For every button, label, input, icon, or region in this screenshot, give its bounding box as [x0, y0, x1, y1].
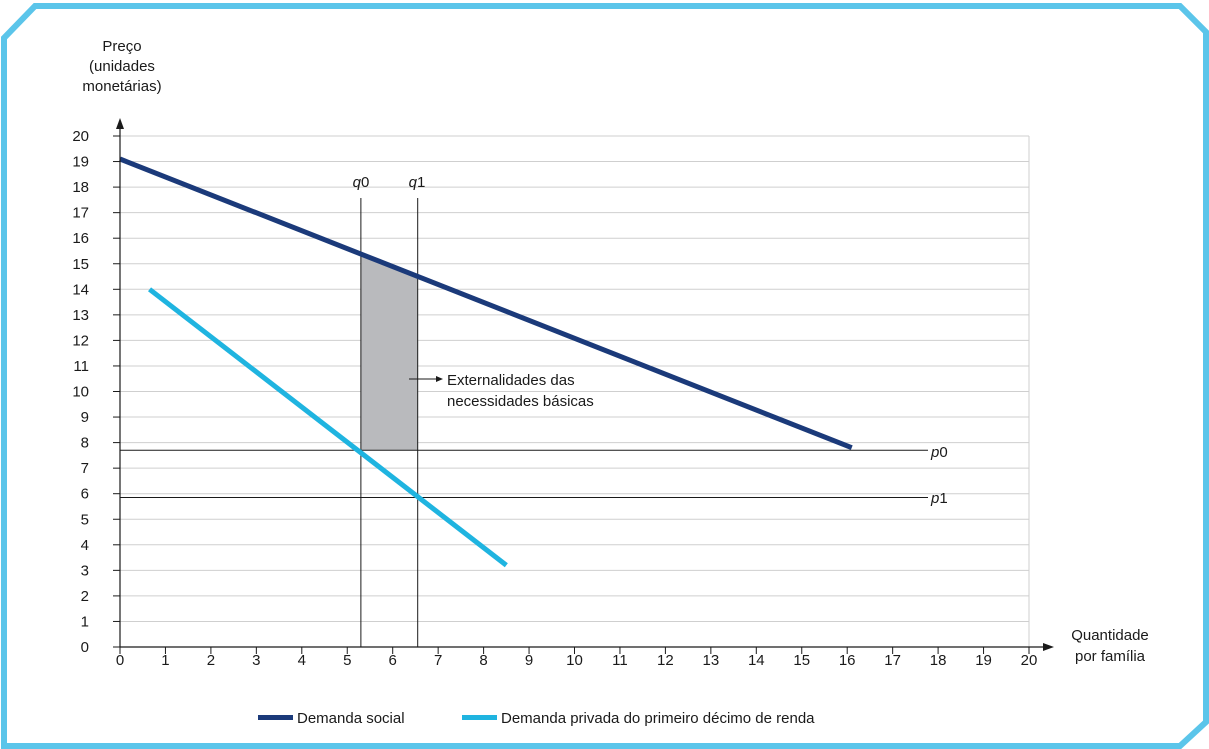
p0-label: p0: [930, 444, 948, 461]
x-tick-label-18: 18: [930, 652, 947, 669]
legend-label-demanda-social: Demanda social: [297, 710, 405, 727]
p1-label: p1: [930, 490, 948, 507]
x-tick-label-3: 3: [252, 652, 260, 669]
series-line-1: [148, 287, 508, 568]
y-tick-label-10: 10: [72, 384, 89, 401]
x-tick-label-4: 4: [298, 652, 306, 669]
legend-swatch-demanda-social: [258, 715, 293, 720]
shaded-area-externalities: [360, 254, 418, 451]
y-axis-label-line-2: (unidades: [89, 58, 155, 75]
annotation-arrow-head: [436, 376, 443, 382]
gridlines: [120, 135, 1030, 647]
y-tick-label-18: 18: [72, 179, 89, 196]
x-tick-label-17: 17: [884, 652, 901, 669]
legend-swatch-demanda-privada: [462, 715, 497, 720]
y-tick-label-4: 4: [81, 537, 89, 554]
y-tick-label-20: 20: [72, 128, 89, 145]
series-line-0: [119, 156, 853, 451]
legend: Demanda social Demanda privada do primei…: [258, 710, 815, 727]
shaded-area-layer: [360, 254, 418, 451]
x-axis-label-line-2: por família: [1075, 648, 1146, 665]
annotation-line-1: Externalidades das: [447, 372, 575, 389]
y-tick-label-12: 12: [72, 332, 89, 349]
y-tick-label-17: 17: [72, 205, 89, 222]
x-tick-label-7: 7: [434, 652, 442, 669]
y-tick-label-14: 14: [72, 281, 89, 298]
y-tick-label-0: 0: [81, 639, 89, 656]
legend-label-demanda-privada: Demanda privada do primeiro décimo de re…: [501, 710, 815, 727]
x-tick-label-1: 1: [161, 652, 169, 669]
y-tick-label-11: 11: [73, 358, 89, 375]
chart-frame: [1, 3, 1209, 749]
x-tick-label-12: 12: [657, 652, 674, 669]
x-tick-label-8: 8: [479, 652, 487, 669]
x-tick-label-6: 6: [389, 652, 397, 669]
q0-label: q0: [353, 174, 370, 191]
y-tick-label-6: 6: [81, 486, 89, 503]
y-tick-label-15: 15: [72, 256, 89, 273]
x-tick-label-9: 9: [525, 652, 533, 669]
y-tick-label-19: 19: [72, 154, 89, 171]
annotation-line-2: necessidades básicas: [447, 393, 594, 410]
x-tick-label-0: 0: [116, 652, 124, 669]
x-tick-label-10: 10: [566, 652, 583, 669]
y-tick-label-2: 2: [81, 588, 89, 605]
x-tick-label-14: 14: [748, 652, 765, 669]
x-tick-label-2: 2: [207, 652, 215, 669]
y-tick-label-3: 3: [81, 562, 89, 579]
x-axis-arrow: [1043, 643, 1054, 651]
x-tick-label-20: 20: [1021, 652, 1038, 669]
y-axis-label-line-1: Preço: [102, 38, 141, 55]
y-tick-label-1: 1: [81, 613, 89, 630]
x-tick-label-15: 15: [793, 652, 810, 669]
x-tick-label-13: 13: [703, 652, 720, 669]
x-tick-label-11: 11: [612, 652, 628, 669]
axes: [113, 118, 1054, 654]
y-tick-label-16: 16: [72, 230, 89, 247]
y-tick-label-9: 9: [81, 409, 89, 426]
x-tick-label-16: 16: [839, 652, 856, 669]
x-axis-label-line-1: Quantidade: [1071, 627, 1149, 644]
y-axis-arrow: [116, 118, 124, 129]
y-tick-label-5: 5: [81, 511, 89, 528]
y-tick-label-13: 13: [72, 307, 89, 324]
y-tick-label-8: 8: [81, 435, 89, 452]
y-tick-label-7: 7: [81, 460, 89, 477]
series-layer: [119, 156, 853, 568]
x-tick-label-5: 5: [343, 652, 351, 669]
tick-labels: 0 1 2 3 4 5 6 7 8 9 10 11 12 13 14 15 16 17 18 19 2001234567…: [72, 128, 1037, 669]
q1-label: q1: [409, 174, 426, 191]
y-axis-label-line-3: monetárias): [82, 78, 161, 95]
reference-lines: [120, 198, 928, 647]
x-tick-label-19: 19: [975, 652, 992, 669]
